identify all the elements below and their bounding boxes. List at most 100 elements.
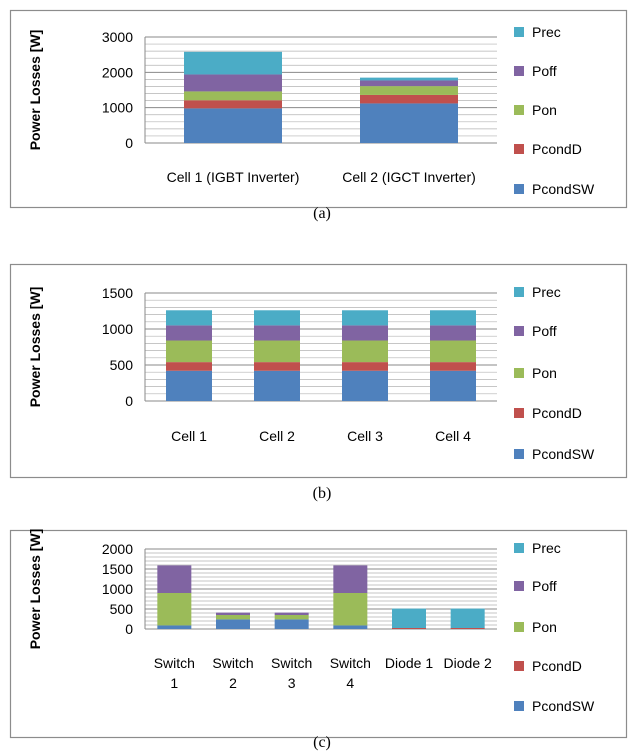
bar-segment-prec [430,310,476,326]
bar-segment-prec [360,77,458,81]
x-tick-label: Diode 1 [385,655,433,671]
legend-swatch [514,144,524,154]
legend-swatch [514,66,524,76]
legend-label: Poff [532,323,557,339]
legend-label: Poff [532,63,557,79]
bar-segment-poff [342,325,388,341]
y-tick-label: 2000 [102,64,133,80]
legend: Prec Poff Pon PcondD PcondSW [514,284,595,462]
legend-label: Poff [532,578,557,594]
legend: Prec Poff Pon PcondD PcondSW [514,540,595,714]
x-tick-label: Switch [330,655,371,671]
x-tick-label: Switch [154,655,195,671]
bar-segment-poff [216,612,250,615]
bar-segment-pcondd [360,94,458,104]
bar-segment-poff [157,565,192,593]
chart-panel-b: 0 500 1000 1500 Power Losses [W] Cell 1 Cell 2… [9,263,628,479]
y-tick-label: 1500 [102,561,133,577]
bar-segment-pcondd [342,362,388,371]
legend-label: Pon [532,365,557,381]
bar-segment-prec [184,51,282,75]
gridlines [145,548,497,630]
bar-segment-prec [342,310,388,326]
legend-swatch [514,326,524,336]
bar-segment-pcondsw [342,370,388,401]
x-tick-label: 3 [288,675,296,691]
bar-segment-pcondd [184,100,282,109]
legend-label: PcondSW [532,181,595,197]
x-tick-label: Cell 4 [435,428,471,444]
legend-label: Pon [532,102,557,118]
chart-panel-c: 0 500 1000 1500 2000 Power Losses [W] Switch 1 S… [9,529,628,739]
y-tick-label: 1000 [102,100,133,116]
y-tick-label: 0 [125,621,133,637]
bar-segment-pcondd [166,362,212,371]
bar-segment-pcondsw [430,370,476,401]
legend-label: PcondD [532,658,582,674]
y-tick-label: 1000 [102,321,133,337]
legend-swatch [514,701,524,711]
bar-segment-pon [342,340,388,363]
bar-segment-poff [184,74,282,92]
legend-label: Prec [532,284,561,300]
bar-segment-pcondsw [157,625,192,629]
x-tick-label: Switch [271,655,312,671]
legend-label: Prec [532,24,561,40]
bar-segment-pon [166,340,212,363]
bar-segment-poff [274,612,309,615]
legend-label: PcondD [532,405,582,421]
legend-swatch [514,368,524,378]
x-tick-label: Cell 2 [259,428,295,444]
bar-segment-poff [333,565,368,593]
legend-swatch [514,581,524,591]
y-tick-label: 0 [125,135,133,151]
y-tick-label: 3000 [102,29,133,45]
legend-swatch [514,184,524,194]
bar-segment-pon [216,615,250,620]
legend-swatch [514,543,524,553]
bar-segment-pon [360,86,458,95]
bar-segment-prec [392,608,426,628]
bar-segment-poff [166,325,212,341]
y-tick-label: 500 [110,357,134,373]
bar-segment-pcondsw [333,625,368,629]
y-axis-label: Power Losses [W] [27,30,43,151]
bar-segment-prec [254,310,300,326]
legend-swatch [514,287,524,297]
x-tick-label: 1 [170,675,178,691]
bar-segment-pon [184,91,282,101]
x-tick-label: Cell 3 [347,428,383,444]
chart-panel-a: 0 1000 2000 3000 Power Losses [W] Cell 1 (IGB… [9,9,628,209]
x-tick-label: Cell 1 [171,428,207,444]
legend-swatch [514,661,524,671]
x-tick-label: Diode 2 [444,655,492,671]
y-axis-label: Power Losses [W] [27,287,43,408]
legend-swatch [514,622,524,632]
y-tick-label: 2000 [102,541,133,557]
legend-label: PcondSW [532,446,595,462]
x-tick-label: 4 [346,675,354,691]
bar-segment-pcondsw [254,370,300,401]
legend-swatch [514,449,524,459]
bar-segment-poff [430,325,476,341]
legend-swatch [514,27,524,37]
y-tick-label: 0 [125,393,133,409]
bar-segment-prec [450,608,485,628]
bar-segment-pon [254,340,300,363]
bar-segment-pcondd [392,628,426,629]
legend-label: Pon [532,619,557,635]
bar-segment-prec [166,310,212,326]
legend-swatch [514,105,524,115]
bar-segment-pcondd [430,362,476,371]
bar-segment-poff [360,80,458,87]
figure-caption: (b) [313,485,332,502]
legend-label: PcondSW [532,698,595,714]
legend-swatch [514,408,524,418]
bar-segment-poff [254,325,300,341]
y-axis-label: Power Losses [W] [27,529,43,650]
bar-segment-pcondd [450,628,485,629]
bar-segment-pon [157,593,192,626]
bar-segment-pon [333,593,368,626]
legend: Prec Poff Pon PcondD PcondSW [514,24,595,197]
